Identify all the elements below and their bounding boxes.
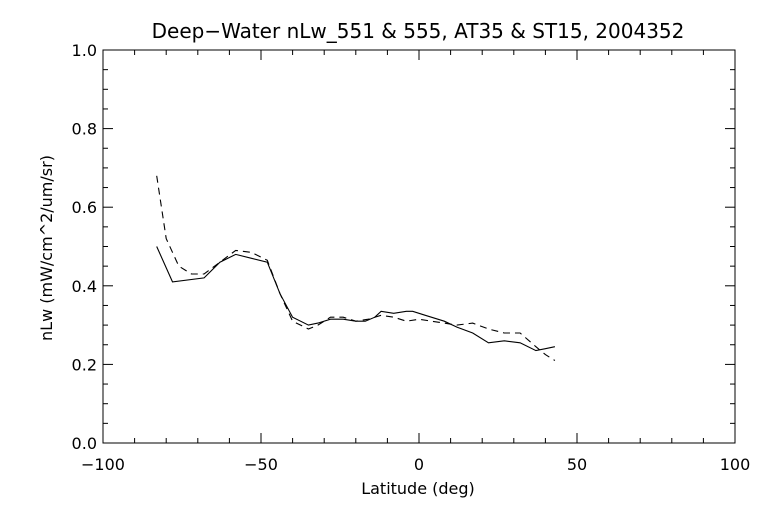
y-tick-label: 1.0 bbox=[72, 41, 97, 60]
x-tick-label: 100 bbox=[720, 455, 751, 474]
x-tick-label: −100 bbox=[81, 455, 125, 474]
y-tick-label: 0.2 bbox=[72, 355, 97, 374]
x-tick-label: 0 bbox=[414, 455, 424, 474]
x-axis-label: Latitude (deg) bbox=[361, 479, 475, 498]
y-tick-labels: 0.0 0.2 0.4 0.6 0.8 1.0 bbox=[72, 41, 97, 453]
x-tick-label: −50 bbox=[244, 455, 278, 474]
x-tick-labels: −100 −50 0 50 100 bbox=[81, 455, 750, 474]
y-tick-label: 0.6 bbox=[72, 198, 97, 217]
y-tick-label: 0.0 bbox=[72, 434, 97, 453]
dashed-series-line bbox=[156, 175, 556, 361]
y-axis-label: nLw (mW/cm^2/um/sr) bbox=[37, 155, 56, 341]
plot-frame bbox=[102, 49, 736, 444]
x-tick-label: 50 bbox=[567, 455, 587, 474]
y-tick-label: 0.4 bbox=[72, 277, 97, 296]
axis-ticks bbox=[102, 49, 736, 444]
chart-title: Deep−Water nLw_551 & 555, AT35 & ST15, 2… bbox=[152, 19, 685, 43]
y-tick-label: 0.8 bbox=[72, 120, 97, 139]
series-layer bbox=[156, 175, 556, 361]
solid-series-line bbox=[156, 246, 556, 352]
